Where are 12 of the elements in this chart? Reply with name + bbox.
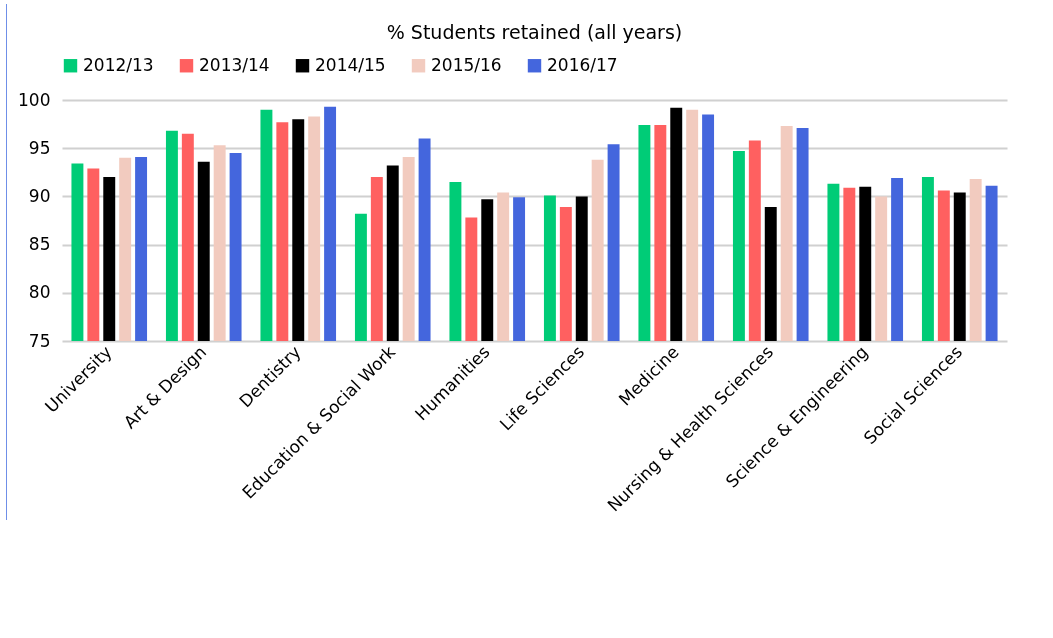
chart-title: % Students retained (all years): [386, 21, 683, 43]
legend-label: 2015/16: [431, 54, 502, 75]
y-tick-label: 90: [28, 185, 51, 206]
legend-label: 2014/15: [315, 54, 386, 75]
legend-label: 2013/14: [199, 54, 270, 75]
y-tick-label: 85: [28, 234, 51, 255]
y-tick-label: 100: [18, 89, 51, 110]
legend-label: 2012/13: [83, 54, 154, 75]
legend-label: 2016/17: [547, 54, 618, 75]
y-tick-label: 75: [28, 330, 51, 351]
y-tick-label: 80: [28, 282, 51, 303]
y-tick-label: 95: [28, 137, 51, 158]
